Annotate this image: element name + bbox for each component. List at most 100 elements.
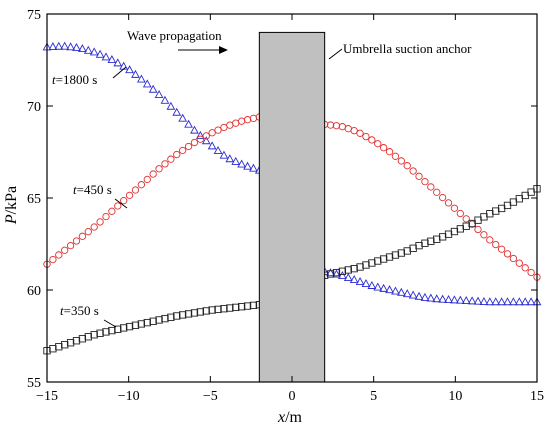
data-point [438,294,447,303]
data-point [226,121,234,129]
data-point [438,233,447,241]
data-point [196,308,205,316]
data-point [90,331,98,339]
data-point [427,237,435,245]
data-point [237,303,246,311]
data-point [332,268,341,277]
data-point [491,297,501,306]
data-point [402,289,412,298]
data-point [515,259,523,267]
data-point [503,297,512,306]
data-point [432,294,442,303]
data-point [344,125,352,133]
data-point [220,305,228,313]
data-point [172,107,182,116]
data-point [474,225,482,234]
data-point [120,197,128,205]
data-point [137,181,146,189]
data-point [427,183,435,191]
data-point [232,303,240,312]
data-point [155,165,163,173]
data-point [149,170,157,178]
data-point [107,55,117,64]
data-point [350,127,358,135]
data-point [503,201,512,210]
data-point [455,295,465,304]
x-axis-label: x/m [277,409,303,426]
data-point [49,345,57,353]
wave-arrow-head [219,46,228,54]
data-point [225,154,235,163]
data-point [220,123,228,132]
data-point [338,123,347,131]
data-point [237,117,246,125]
data-point [90,223,98,231]
data-point [243,161,252,170]
data-point [125,322,134,331]
data-point [195,130,205,139]
x-tick-label: 15 [530,389,544,404]
data-point [497,204,506,213]
data-point [84,333,92,341]
data-point [450,204,459,212]
data-point [173,312,181,320]
data-point [213,145,223,154]
data-point [249,114,258,123]
data-point [54,41,64,50]
wave-propagation-label: Wave propagation [127,28,222,43]
data-point [95,49,105,58]
data-point [444,199,453,207]
data-point [385,148,394,156]
data-point [367,280,377,289]
data-point [249,163,258,172]
data-point [391,152,400,160]
data-point [332,122,341,130]
data-point [326,268,335,277]
data-point [509,297,518,306]
data-point [467,296,477,305]
data-point [338,267,347,275]
data-point [456,225,464,233]
data-point [461,295,471,304]
data-point [361,278,371,287]
data-point [421,177,429,186]
data-point [208,129,216,137]
data-point [343,272,353,281]
data-point [226,304,234,312]
data-point [409,167,417,175]
data-point [485,297,495,306]
data-point [184,119,193,128]
data-point [131,69,140,78]
data-point [173,150,181,159]
data-point [207,141,217,150]
data-point [243,116,252,124]
data-point [527,188,535,196]
data-point [137,74,146,83]
data-point [444,230,453,238]
data-point [521,191,529,200]
data-point [231,156,241,165]
anchor-leader [328,48,343,60]
data-point [520,297,530,306]
data-point [374,140,382,148]
x-tick-label: 0 [289,389,296,404]
data-point [373,282,383,291]
data-point [214,305,222,314]
data-point [161,160,169,168]
data-point [102,328,110,336]
data-point [527,268,535,277]
data-point [362,132,370,141]
data-point [503,250,512,258]
data-point [66,241,75,250]
data-point [415,172,423,180]
data-point [125,191,134,199]
data-point [338,271,347,279]
data-point [355,276,365,285]
data-point [249,301,258,310]
y-tick-label: 75 [27,8,41,23]
data-point [362,261,370,269]
data-point [391,286,400,295]
data-point [379,144,388,152]
data-point [403,247,411,255]
data-point [149,317,157,325]
